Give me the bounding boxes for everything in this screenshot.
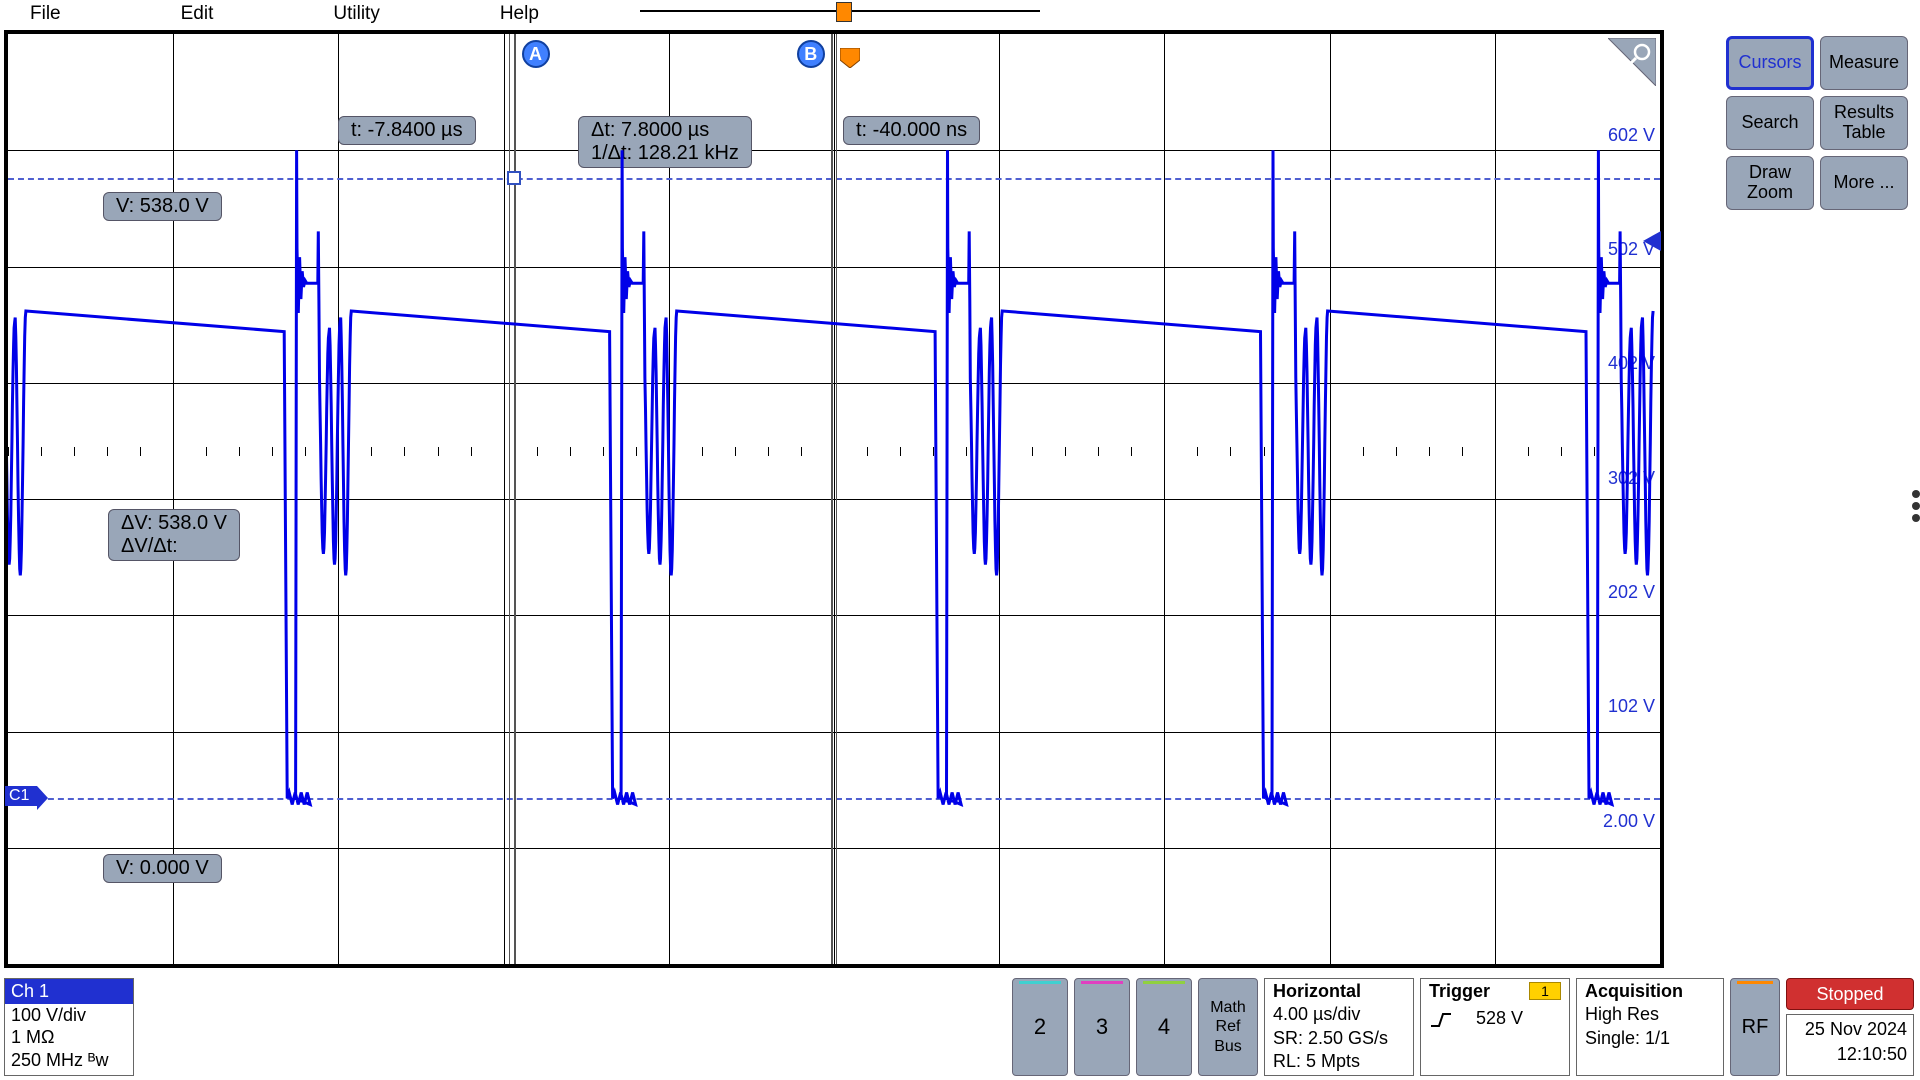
- menu-utility[interactable]: Utility: [333, 3, 379, 25]
- trigger-position-marker[interactable]: [836, 2, 852, 22]
- channel-1-ground-marker[interactable]: C1: [5, 786, 37, 806]
- zoom-icon[interactable]: [1608, 38, 1656, 86]
- channel-1-box[interactable]: Ch 1 100 V/div 1 MΩ 250 MHz ᴮw: [4, 978, 134, 1076]
- channel-4-button[interactable]: 4: [1136, 978, 1192, 1076]
- right-button-panel: Cursors Measure Search Results Table Dra…: [1726, 36, 1914, 210]
- trigger-source-indicator: 1: [1529, 982, 1561, 1000]
- channel-1-settings: 100 V/div 1 MΩ 250 MHz ᴮw: [5, 1004, 133, 1072]
- channel-1-title: Ch 1: [5, 979, 133, 1004]
- bottom-bar: Ch 1 100 V/div 1 MΩ 250 MHz ᴮw 234 Math …: [4, 978, 1914, 1076]
- rising-edge-icon: [1429, 1012, 1453, 1028]
- results-table-button[interactable]: Results Table: [1820, 96, 1908, 150]
- datetime-display: 25 Nov 2024 12:10:50: [1786, 1014, 1914, 1076]
- cursor-a-marker[interactable]: A: [522, 40, 550, 68]
- scope-display[interactable]: A B 602 V 502 V 402 V 302 V 202 V 102 V 2.00 V t:…: [4, 30, 1664, 968]
- rf-button[interactable]: RF: [1730, 978, 1780, 1076]
- run-stop-button[interactable]: Stopped: [1786, 978, 1914, 1010]
- acquisition-readout[interactable]: Acquisition High Res Single: 1/1: [1576, 978, 1724, 1076]
- yaxis-label: 2.00 V: [1603, 811, 1655, 832]
- cursor-b-time-readout[interactable]: t: -40.000 ns: [843, 116, 980, 145]
- cursor-b-marker[interactable]: B: [797, 40, 825, 68]
- channel-3-button[interactable]: 3: [1074, 978, 1130, 1076]
- delta-time-readout[interactable]: Δt: 7.8000 µs1/Δt: 128.21 kHz: [578, 116, 752, 168]
- delta-voltage-readout[interactable]: ΔV: 538.0 VΔV/Δt:: [108, 509, 240, 561]
- channel-2-button[interactable]: 2: [1012, 978, 1068, 1076]
- menubar: File Edit Utility Help: [0, 0, 1920, 28]
- cursor-top-voltage-readout[interactable]: V: 538.0 V: [103, 192, 222, 221]
- side-handle-icon[interactable]: [1912, 490, 1920, 522]
- yaxis-label: 502 V: [1608, 239, 1655, 260]
- menu-edit[interactable]: Edit: [181, 3, 214, 25]
- trigger-readout[interactable]: Trigger 1 528 V: [1420, 978, 1570, 1076]
- yaxis-label: 302 V: [1608, 468, 1655, 489]
- search-button[interactable]: Search: [1726, 96, 1814, 150]
- yaxis-label: 602 V: [1608, 125, 1655, 146]
- horizontal-readout[interactable]: Horizontal 4.00 µs/div SR: 2.50 GS/s RL:…: [1264, 978, 1414, 1076]
- menu-file[interactable]: File: [30, 3, 61, 25]
- more-button[interactable]: More ...: [1820, 156, 1908, 210]
- math-ref-bus-button[interactable]: Math Ref Bus: [1198, 978, 1258, 1076]
- cursor-a-time-readout[interactable]: t: -7.8400 µs: [338, 116, 476, 145]
- measure-button[interactable]: Measure: [1820, 36, 1908, 90]
- draw-zoom-button[interactable]: Draw Zoom: [1726, 156, 1814, 210]
- cursors-button[interactable]: Cursors: [1726, 36, 1814, 90]
- cursor-bottom-voltage-readout[interactable]: V: 0.000 V: [103, 854, 222, 883]
- yaxis-label: 402 V: [1608, 353, 1655, 374]
- yaxis-label: 102 V: [1608, 696, 1655, 717]
- trigger-center-marker: [840, 48, 860, 68]
- menu-help[interactable]: Help: [500, 3, 539, 25]
- scope-area: A B 602 V 502 V 402 V 302 V 202 V 102 V 2.00 V t:…: [4, 30, 1705, 968]
- yaxis-label: 202 V: [1608, 582, 1655, 603]
